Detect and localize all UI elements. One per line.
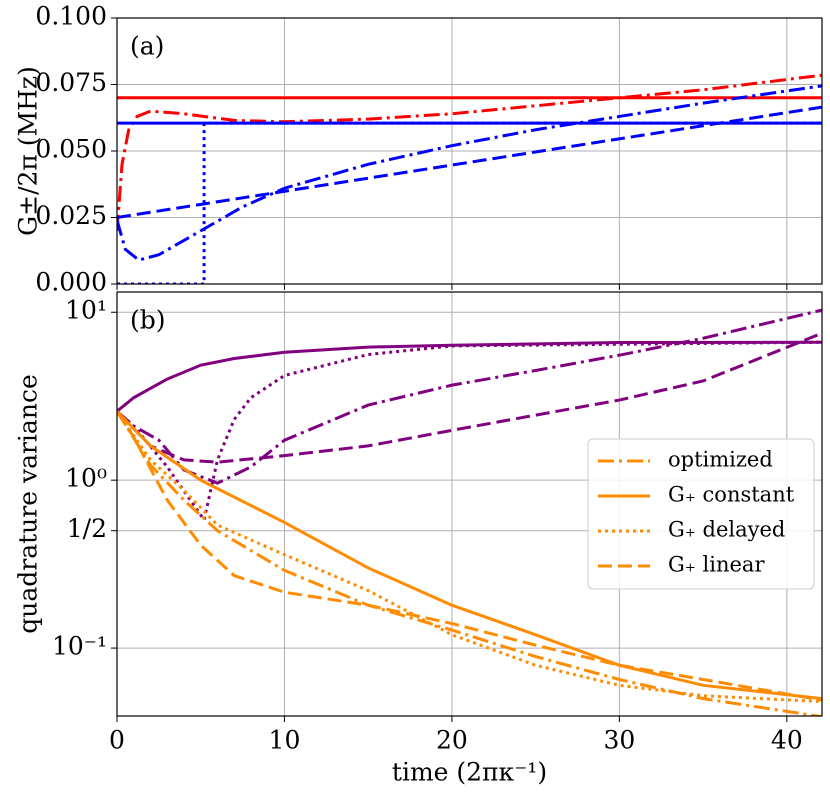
series-line: [117, 121, 822, 284]
series-line: [117, 410, 822, 704]
axes-frame: [116, 17, 823, 285]
y-tick-label: 0.075: [35, 68, 107, 97]
panel-label: (b): [130, 306, 166, 335]
x-axis-label: time (2πκ⁻¹): [392, 758, 547, 787]
y-tick-label: 0.025: [35, 201, 107, 230]
series-line: [117, 340, 822, 524]
y-tick-label: 0.100: [35, 2, 107, 31]
y-tick-label: 1/2: [67, 514, 107, 543]
legend-label: G₊ delayed: [668, 518, 785, 542]
legend-box: [587, 438, 815, 590]
x-tick-label: 20: [436, 726, 468, 755]
x-tick-label: 10: [269, 726, 301, 755]
legend-label: optimized: [668, 448, 773, 472]
y-tick-label: 0.050: [35, 135, 107, 164]
y-tick-label: 10¹: [65, 296, 107, 325]
axes-frame: [116, 291, 823, 717]
y-tick-label: 10⁻¹: [52, 632, 107, 661]
y-tick-label: 0.000: [35, 268, 107, 297]
y-tick-label: 10⁰: [65, 464, 107, 493]
y-axis-label: G±/2π (MHz): [14, 66, 43, 236]
legend: optimized G₊ constant G₊ delayed G₊ linear: [587, 438, 815, 590]
series-line: [117, 84, 822, 262]
x-tick-label: 0: [109, 726, 125, 755]
panel: 0.000 0.025 0.050 0.075 0.100 (a) G±/2π (MHz): [14, 2, 823, 297]
x-tick-label: 30: [603, 726, 635, 755]
series-group: [117, 73, 822, 284]
panel: 0 10 20 30 40 10¹ 10⁰ 1/2 10⁻¹ (b) quadrature vari…: [14, 291, 823, 787]
series-line: [117, 340, 822, 413]
x-tick-label: 40: [771, 726, 803, 755]
series-group: [117, 308, 822, 716]
series-line: [117, 73, 822, 231]
series-line: [117, 331, 822, 464]
series-line: [117, 410, 822, 702]
legend-label: G₊ constant: [668, 483, 795, 507]
series-line: [117, 410, 822, 701]
legend-label: G₊ linear: [668, 553, 765, 577]
panel-label: (a): [130, 32, 164, 61]
y-axis-label: quadrature variance: [14, 374, 43, 634]
series-line: [117, 308, 822, 485]
